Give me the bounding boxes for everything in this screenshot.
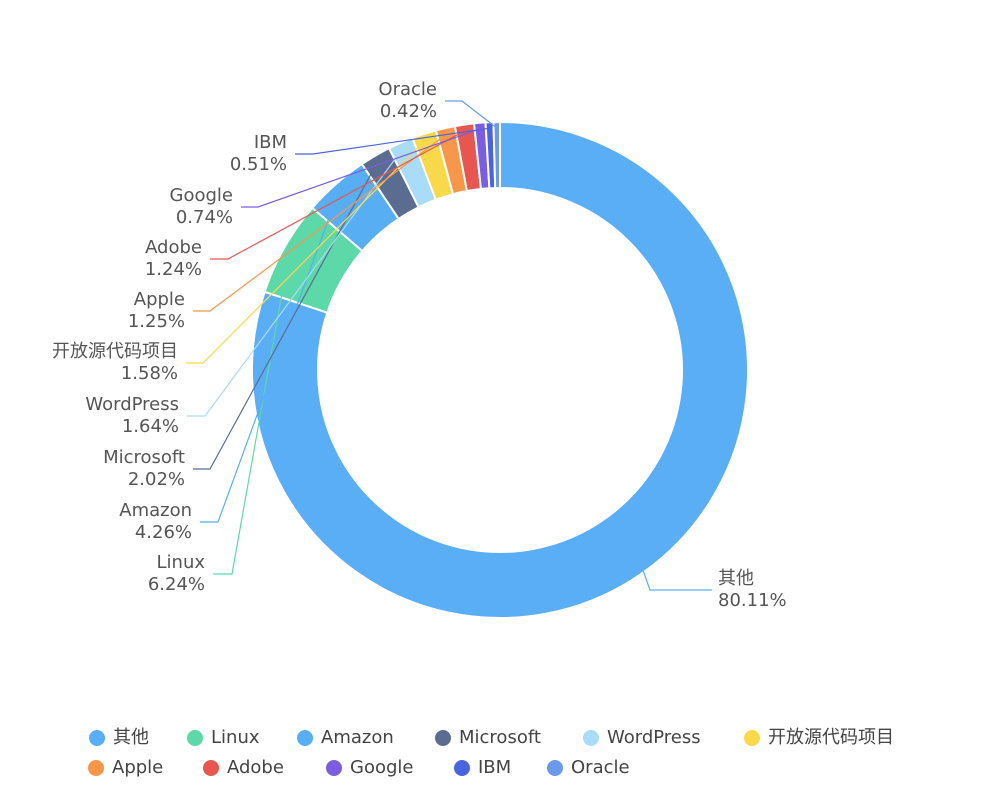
legend-item[interactable]: 其他 [89, 727, 149, 748]
slice-label-value: 6.24% [148, 574, 205, 595]
leader-line [193, 160, 379, 470]
leader-line [193, 133, 448, 312]
slice-label-name: Oracle [378, 79, 437, 100]
legend-item[interactable]: Linux [187, 727, 260, 748]
slice-label-name: 其他 [718, 568, 754, 589]
slice-label-name: IBM [254, 132, 287, 153]
leader-line [210, 129, 466, 260]
legend-item[interactable]: Google [326, 757, 413, 778]
legend-marker [203, 760, 219, 776]
leader-line [186, 139, 427, 364]
slice-label-value: 4.26% [135, 522, 192, 543]
legend: 其他 Linux Amazon Microsoft WordPress 开放源代码项目 Ap… [88, 727, 894, 778]
slice-label-name: Apple [134, 289, 185, 310]
donut [251, 120, 749, 619]
slice-label-name: Linux [157, 552, 206, 573]
slice-label-value: 0.42% [380, 101, 437, 122]
slice-label-value: 2.02% [128, 469, 185, 490]
legend-marker [583, 730, 599, 746]
slice-label-value: 0.74% [176, 207, 233, 228]
legend-label: 开放源代码项目 [768, 727, 894, 748]
leader-line [641, 566, 712, 591]
leader-line [241, 128, 481, 208]
legend-marker [187, 730, 203, 746]
legend-label: Google [350, 757, 413, 778]
slice-label-name: Adobe [145, 237, 202, 258]
legend-label: Oracle [571, 757, 630, 778]
legend-label: Linux [211, 727, 260, 748]
slice-label-value: 1.64% [122, 416, 179, 437]
leader-line [295, 127, 490, 155]
legend-item[interactable]: Adobe [203, 757, 284, 778]
legend-item[interactable]: Amazon [297, 727, 394, 748]
legend-label: IBM [478, 757, 511, 778]
legend-marker [435, 730, 451, 746]
legend-marker [547, 760, 563, 776]
legend-marker [744, 730, 760, 746]
slice-label-name: Microsoft [103, 447, 185, 468]
slice [492, 120, 501, 190]
slice-label-value: 1.24% [145, 259, 202, 280]
slice-label-name: Google [170, 185, 233, 206]
legend-label: Microsoft [459, 727, 541, 748]
legend-marker [88, 760, 104, 776]
legend-label: Amazon [321, 727, 394, 748]
legend-marker [89, 730, 105, 746]
legend-label: Apple [112, 757, 163, 778]
legend-item[interactable]: Oracle [547, 757, 630, 778]
legend-marker [297, 730, 313, 746]
legend-label: WordPress [607, 727, 701, 748]
legend-label: Adobe [227, 757, 284, 778]
legend-item[interactable]: 开放源代码项目 [744, 727, 894, 748]
slice-label-value: 80.11% [718, 590, 787, 611]
slice-label-name: Amazon [119, 500, 192, 521]
slice-label-value: 1.25% [128, 311, 185, 332]
legend-marker [454, 760, 470, 776]
slice-label-value: 0.51% [230, 154, 287, 175]
leader-line [200, 188, 341, 523]
slice-label-name: 开放源代码项目 [52, 341, 178, 362]
legend-item[interactable]: IBM [454, 757, 511, 778]
legend-item[interactable]: Apple [88, 757, 163, 778]
slice-label-name: WordPress [85, 394, 179, 415]
slice [251, 120, 749, 619]
legend-marker [326, 760, 342, 776]
legend-label: 其他 [113, 727, 149, 748]
leader-line [445, 100, 498, 129]
legend-item[interactable]: WordPress [583, 727, 701, 748]
leader-line [187, 147, 404, 417]
slice-label-value: 1.58% [121, 363, 178, 384]
legend-item[interactable]: Microsoft [435, 727, 541, 748]
